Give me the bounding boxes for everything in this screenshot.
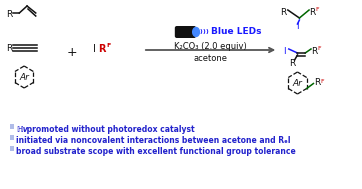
Text: F: F [320, 79, 324, 84]
Text: initiated via noncovalent interactions between acetone and RₑI: initiated via noncovalent interactions b… [16, 136, 291, 145]
Text: I: I [296, 22, 299, 31]
Text: ℍv: ℍv [16, 125, 28, 134]
Text: R: R [290, 59, 296, 68]
Text: R: R [6, 44, 12, 53]
Text: broad substrate scope with excellent functional group tolerance: broad substrate scope with excellent fun… [16, 147, 296, 156]
Text: K₂CO₃ (2.0 equiv): K₂CO₃ (2.0 equiv) [174, 42, 247, 51]
Text: Ar: Ar [292, 78, 302, 88]
Text: F: F [316, 7, 319, 12]
Bar [10, 146, 14, 151]
Text: ): ) [206, 29, 209, 33]
Text: +: + [67, 46, 78, 59]
Text: ): ) [203, 29, 206, 33]
Text: R: R [279, 8, 286, 17]
Text: Blue LEDs: Blue LEDs [211, 26, 261, 36]
Text: I: I [93, 44, 96, 54]
Text: promoted without photoredox catalyst: promoted without photoredox catalyst [24, 125, 195, 134]
Ellipse shape [193, 28, 199, 36]
Text: R: R [315, 78, 321, 87]
Bar [10, 135, 14, 140]
Text: I: I [283, 47, 286, 56]
FancyBboxPatch shape [175, 26, 196, 38]
Text: acetone: acetone [194, 54, 228, 63]
Text: R: R [309, 8, 315, 17]
Text: F: F [318, 46, 321, 51]
Text: ): ) [200, 29, 203, 33]
Bar [10, 124, 14, 129]
Text: Ar: Ar [19, 73, 29, 81]
Text: F: F [106, 43, 110, 48]
Text: R: R [98, 44, 106, 54]
Text: R: R [6, 10, 12, 19]
Text: R: R [311, 47, 317, 56]
